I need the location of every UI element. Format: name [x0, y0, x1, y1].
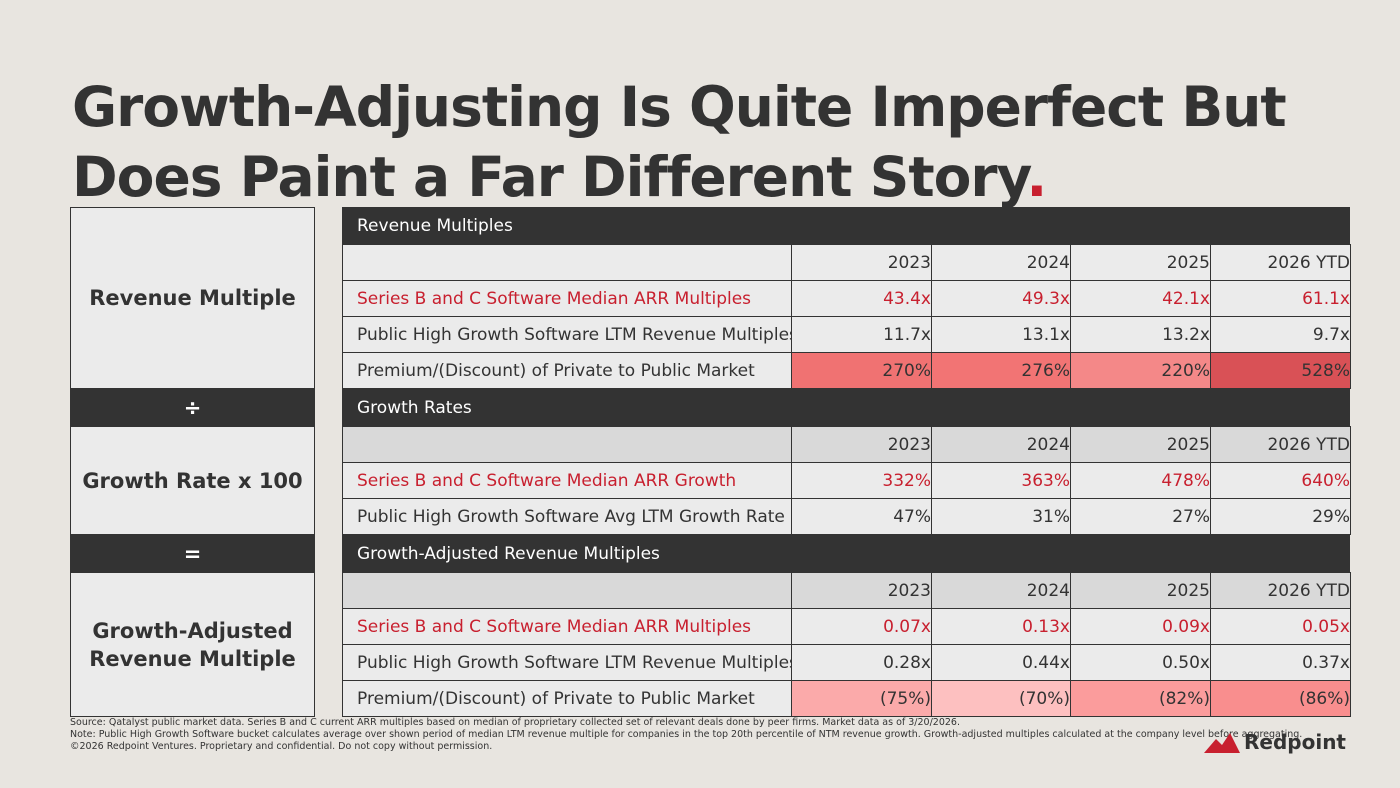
value-cell: 11.7x — [791, 316, 932, 353]
value-cell: 220% — [1070, 352, 1211, 389]
value-cell: 0.28x — [791, 644, 932, 681]
column-header-blank — [342, 244, 792, 281]
value-cell: 0.50x — [1070, 644, 1211, 681]
value-cell: 0.05x — [1210, 608, 1351, 645]
formula-cell: Revenue Multiple — [70, 207, 315, 389]
value-cell: 49.3x — [931, 280, 1071, 317]
value-cell: 0.44x — [931, 644, 1071, 681]
value-cell: 43.4x — [791, 280, 932, 317]
column-header: 2026 YTD — [1210, 244, 1351, 281]
value-cell: (82%) — [1070, 680, 1211, 717]
row-label: Public High Growth Software Avg LTM Grow… — [342, 498, 792, 535]
formula-cell: = — [70, 534, 315, 573]
value-cell: 0.07x — [791, 608, 932, 645]
formula-cell: Growth Rate x 100 — [70, 426, 315, 535]
value-cell: 276% — [931, 352, 1071, 389]
value-cell: (86%) — [1210, 680, 1351, 717]
value-cell: 478% — [1070, 462, 1211, 499]
value-cell: 9.7x — [1210, 316, 1351, 353]
column-header: 2024 — [931, 426, 1071, 463]
title-text: Does Paint a Far Different Story — [72, 145, 1027, 209]
footnote: Note: Public High Growth Software bucket… — [70, 729, 1303, 740]
column-header: 2023 — [791, 244, 932, 281]
value-cell: 31% — [931, 498, 1071, 535]
row-label: Public High Growth Software LTM Revenue … — [342, 316, 798, 353]
footnotes: Source: Qatalyst public market data. Ser… — [70, 717, 1302, 753]
row-label: Series B and C Software Median ARR Multi… — [342, 608, 792, 645]
value-cell: 29% — [1210, 498, 1351, 535]
logo-text: Redpoint — [1244, 730, 1346, 754]
row-label: Premium/(Discount) of Private to Public … — [342, 352, 792, 389]
value-cell: 270% — [791, 352, 932, 389]
title-line: Growth-Adjusting Is Quite Imperfect But — [72, 75, 1287, 139]
value-cell: 13.2x — [1070, 316, 1211, 353]
footnote: Source: Qatalyst public market data. Ser… — [70, 717, 960, 728]
value-cell: (75%) — [791, 680, 932, 717]
logo-icon — [1204, 733, 1240, 753]
footnote: ©2026 Redpoint Ventures. Proprietary and… — [70, 741, 493, 752]
column-header: 2026 YTD — [1210, 426, 1351, 463]
row-label: Series B and C Software Median ARR Multi… — [342, 280, 792, 317]
value-cell: 0.37x — [1210, 644, 1351, 681]
value-cell: 528% — [1210, 352, 1351, 389]
column-header: 2023 — [791, 426, 932, 463]
column-header-blank — [342, 572, 792, 609]
value-cell: (70%) — [931, 680, 1071, 717]
value-cell: 27% — [1070, 498, 1211, 535]
title-dot: . — [1026, 145, 1047, 209]
logo: Redpoint — [1204, 730, 1346, 754]
column-header: 2025 — [1070, 244, 1211, 281]
section-heading: Growth-Adjusted Revenue Multiples — [342, 534, 1350, 573]
column-header: 2025 — [1070, 572, 1211, 609]
title: Growth-Adjusting Is Quite Imperfect But … — [72, 72, 1287, 212]
formula-cell: Growth-Adjusted Revenue Multiple — [70, 572, 315, 717]
row-label: Series B and C Software Median ARR Growt… — [342, 462, 792, 499]
value-cell: 0.13x — [931, 608, 1071, 645]
title-line: Does Paint a Far Different Story. — [72, 142, 1286, 212]
section-heading: Revenue Multiples — [342, 207, 1350, 245]
value-cell: 47% — [791, 498, 932, 535]
column-header: 2024 — [931, 572, 1071, 609]
column-header: 2023 — [791, 572, 932, 609]
value-cell: 332% — [791, 462, 932, 499]
column-header: 2024 — [931, 244, 1071, 281]
column-header: 2025 — [1070, 426, 1211, 463]
value-cell: 61.1x — [1210, 280, 1351, 317]
section-heading: Growth Rates — [342, 388, 1350, 427]
value-cell: 640% — [1210, 462, 1351, 499]
value-cell: 0.09x — [1070, 608, 1211, 645]
value-cell: 42.1x — [1070, 280, 1211, 317]
value-cell: 363% — [931, 462, 1071, 499]
column-header: 2026 YTD — [1210, 572, 1351, 609]
formula-cell: ÷ — [70, 388, 315, 427]
row-label: Premium/(Discount) of Private to Public … — [342, 680, 792, 717]
column-header-blank — [342, 426, 792, 463]
row-label: Public High Growth Software LTM Revenue … — [342, 644, 798, 681]
value-cell: 13.1x — [931, 316, 1071, 353]
